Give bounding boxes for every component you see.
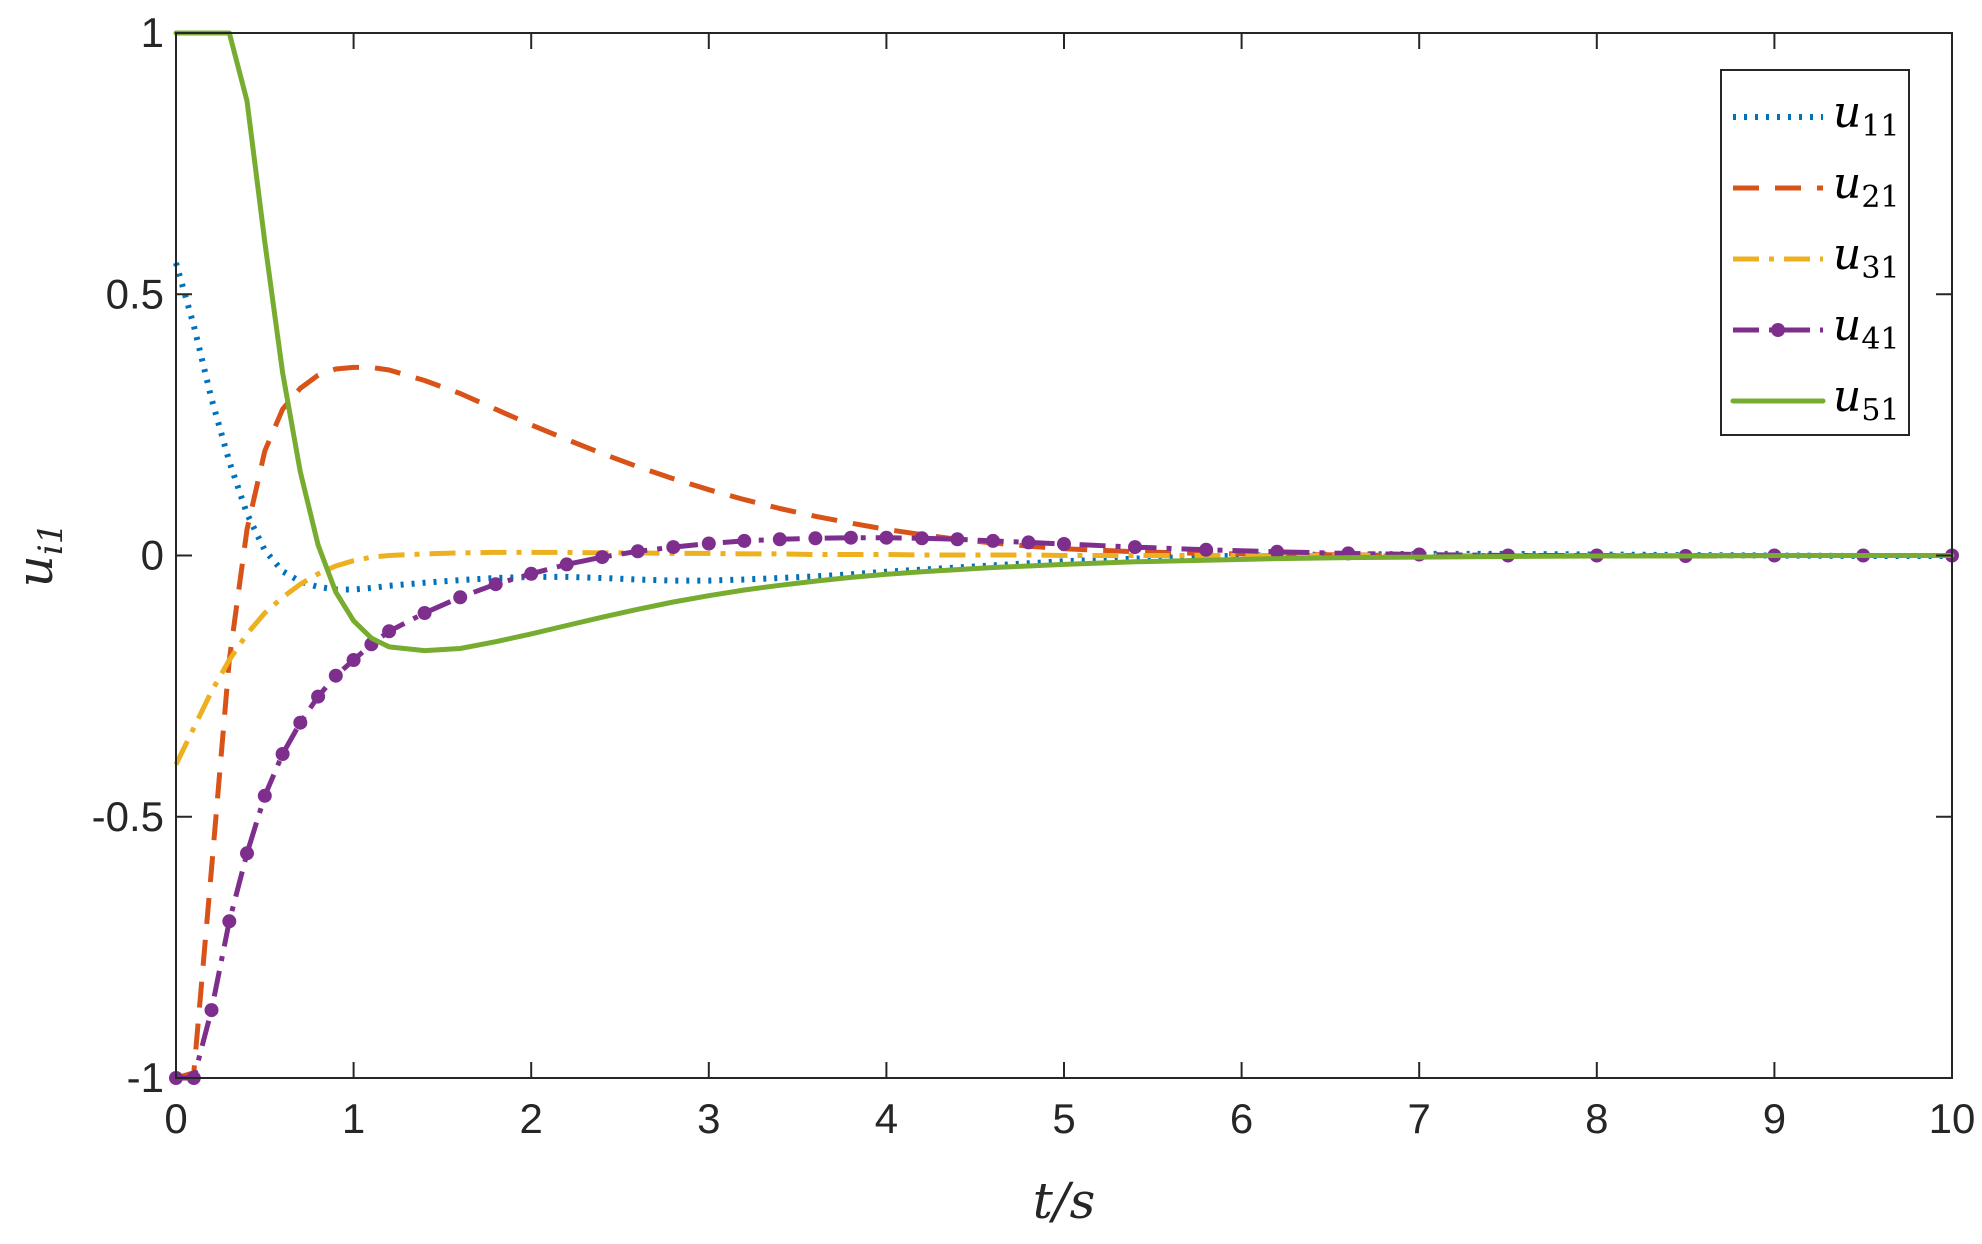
y-tick-label: -0.5	[92, 793, 164, 840]
marker-u41	[737, 533, 752, 548]
x-tick-label: 7	[1408, 1095, 1431, 1142]
y-tick-label: 1	[141, 9, 164, 56]
x-tick-label: 2	[520, 1095, 543, 1142]
series-layer	[169, 30, 1959, 1085]
x-tick-label: 8	[1585, 1095, 1608, 1142]
marker-u41	[843, 530, 858, 545]
x-axis-label: t/s	[1033, 1172, 1096, 1230]
legend-label-u11: u11	[1833, 87, 1900, 144]
marker-u41	[986, 533, 1000, 548]
marker-u41	[950, 532, 965, 547]
marker-u41	[293, 715, 308, 730]
marker-u41	[595, 550, 610, 565]
marker-u41	[488, 577, 503, 592]
marker-u41	[559, 557, 574, 572]
marker-u41	[328, 668, 343, 683]
marker-u41	[417, 606, 432, 620]
marker-u41	[1128, 540, 1142, 555]
marker-u41	[666, 540, 681, 555]
marker-u41	[524, 566, 539, 581]
marker-u41	[1199, 542, 1214, 557]
legend-marker-u41	[1771, 323, 1785, 337]
series-line-u21	[175, 364, 1952, 1081]
y-tick-label: 0.5	[106, 270, 164, 317]
marker-u41	[453, 590, 468, 605]
marker-u41	[1270, 544, 1285, 559]
x-tick-label: 6	[1230, 1095, 1253, 1142]
marker-u41	[222, 914, 237, 929]
marker-u41	[1021, 535, 1036, 550]
marker-u41	[382, 624, 397, 639]
marker-u41	[204, 1003, 219, 1018]
x-tick-label: 1	[342, 1095, 365, 1142]
marker-u41	[346, 653, 361, 667]
y-tick-label: -1	[127, 1054, 164, 1101]
marker-u41	[772, 532, 787, 547]
legend-label-u31: u31	[1833, 229, 1900, 286]
marker-u41	[1057, 537, 1071, 551]
ticks-layer: 0 1 2 3 4 5 6 7 8 9 10 -1 -0.5 0 0.5 1	[92, 9, 1976, 1142]
x-tick-label: 4	[875, 1095, 898, 1142]
marker-u41	[240, 846, 254, 861]
marker-u41	[808, 531, 823, 546]
x-tick-label: 10	[1929, 1095, 1976, 1142]
x-tick-label: 0	[164, 1095, 187, 1142]
legend-label-u41: u41	[1833, 300, 1900, 357]
series-line-u51	[173, 30, 1955, 654]
y-tick-label: 0	[141, 532, 164, 579]
marker-u41	[275, 747, 290, 761]
legend: u11 u21 u31 u41 u51	[1720, 69, 1910, 436]
marker-u41	[879, 530, 894, 545]
marker-u41	[311, 689, 326, 704]
x-tick-label: 3	[697, 1095, 720, 1142]
y-axis-label: ui1	[6, 523, 71, 588]
x-tick-label: 9	[1763, 1095, 1786, 1142]
marker-u41	[257, 788, 272, 803]
legend-box	[1720, 69, 1910, 436]
x-tick-label: 5	[1052, 1095, 1075, 1142]
marker-u41	[630, 544, 645, 559]
y-axis-label-group: ui1	[6, 523, 71, 588]
marker-u41	[914, 531, 929, 546]
legend-label-u21: u21	[1833, 158, 1900, 215]
legend-label-u51: u51	[1833, 371, 1900, 428]
marker-u41	[701, 536, 716, 551]
